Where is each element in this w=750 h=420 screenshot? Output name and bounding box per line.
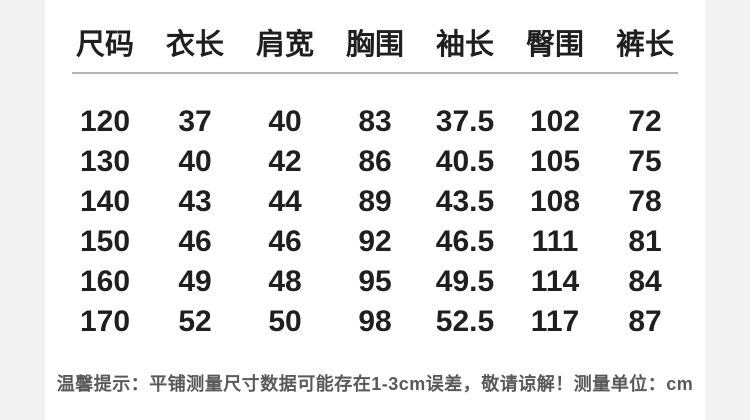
table-cell: 111: [531, 225, 579, 258]
column-header: 裤长: [615, 29, 674, 61]
column-header: 胸围: [345, 29, 404, 61]
table-cell: 105: [529, 145, 581, 178]
table-cell: 52.5: [435, 305, 495, 338]
table-cell: 170: [79, 305, 131, 338]
table-cell: 102: [529, 105, 581, 138]
size-table-header: 尺码 衣长 肩宽 胸围 袖长 臀围 裤长: [60, 20, 690, 64]
column-header: 臀围: [525, 29, 584, 61]
table-row: 140 43 44 89 43.5 108 78: [60, 182, 690, 222]
size-table-body: 120 37 40 83 37.5 102 72 130 40 42 86 40.5 105 75 140 4…: [60, 102, 690, 342]
table-cell: 130: [79, 145, 131, 178]
table-cell: 46: [178, 225, 212, 258]
table-cell: 43: [178, 185, 212, 218]
table-cell: 42: [268, 145, 302, 178]
table-cell: 114: [530, 265, 580, 298]
table-cell: 40: [268, 105, 302, 138]
table-cell: 49: [178, 265, 212, 298]
table-row: 130 40 42 86 40.5 105 75: [60, 142, 690, 182]
table-cell: 92: [358, 225, 392, 258]
column-header: 尺码: [75, 29, 134, 61]
measurement-note: 温馨提示：平铺测量尺寸数据可能存在1-3cm误差，敬请谅解！测量单位：cm: [56, 374, 694, 394]
table-cell: 52: [178, 305, 212, 338]
table-cell: 150: [79, 225, 131, 258]
table-cell: 43.5: [435, 185, 495, 218]
table-cell: 44: [268, 185, 302, 218]
table-row: 170 52 50 98 52.5 117 87: [60, 302, 690, 342]
table-cell: 160: [79, 265, 131, 298]
table-cell: 40.5: [435, 145, 495, 178]
table-cell: 72: [628, 105, 662, 138]
column-header: 袖长: [435, 29, 494, 61]
table-cell: 84: [628, 265, 662, 298]
table-row: 160 49 48 95 49.5 114 84: [60, 262, 690, 302]
table-cell: 140: [79, 185, 131, 218]
table-cell: 37.5: [435, 105, 495, 138]
table-cell: 46.5: [435, 225, 495, 258]
table-cell: 87: [628, 305, 662, 338]
column-header: 肩宽: [255, 29, 314, 61]
table-row: 150 46 46 92 46.5 111 81: [60, 222, 690, 262]
table-cell: 37: [178, 105, 212, 138]
size-chart-panel: 尺码 衣长 肩宽 胸围 袖长 臀围 裤长 120 37 40 83 37.5 102 72 130 40 42…: [45, 0, 705, 420]
table-cell: 108: [529, 185, 581, 218]
table-cell: 81: [628, 225, 662, 258]
table-cell: 46: [268, 225, 302, 258]
table-cell: 86: [358, 145, 392, 178]
table-cell: 117: [530, 305, 580, 338]
table-row: 120 37 40 83 37.5 102 72: [60, 102, 690, 142]
table-cell: 120: [79, 105, 131, 138]
table-cell: 95: [358, 265, 392, 298]
table-cell: 83: [358, 105, 392, 138]
table-cell: 78: [628, 185, 662, 218]
table-cell: 40: [178, 145, 212, 178]
table-cell: 98: [358, 305, 392, 338]
size-table: 尺码 衣长 肩宽 胸围 袖长 臀围 裤长 120 37 40 83 37.5 102 72 130 40 42…: [45, 20, 705, 342]
table-cell: 75: [628, 145, 662, 178]
header-divider: [72, 72, 678, 74]
table-cell: 89: [358, 185, 392, 218]
table-cell: 48: [268, 265, 302, 298]
table-cell: 50: [268, 305, 302, 338]
table-cell: 49.5: [435, 265, 495, 298]
column-header: 衣长: [165, 29, 224, 61]
